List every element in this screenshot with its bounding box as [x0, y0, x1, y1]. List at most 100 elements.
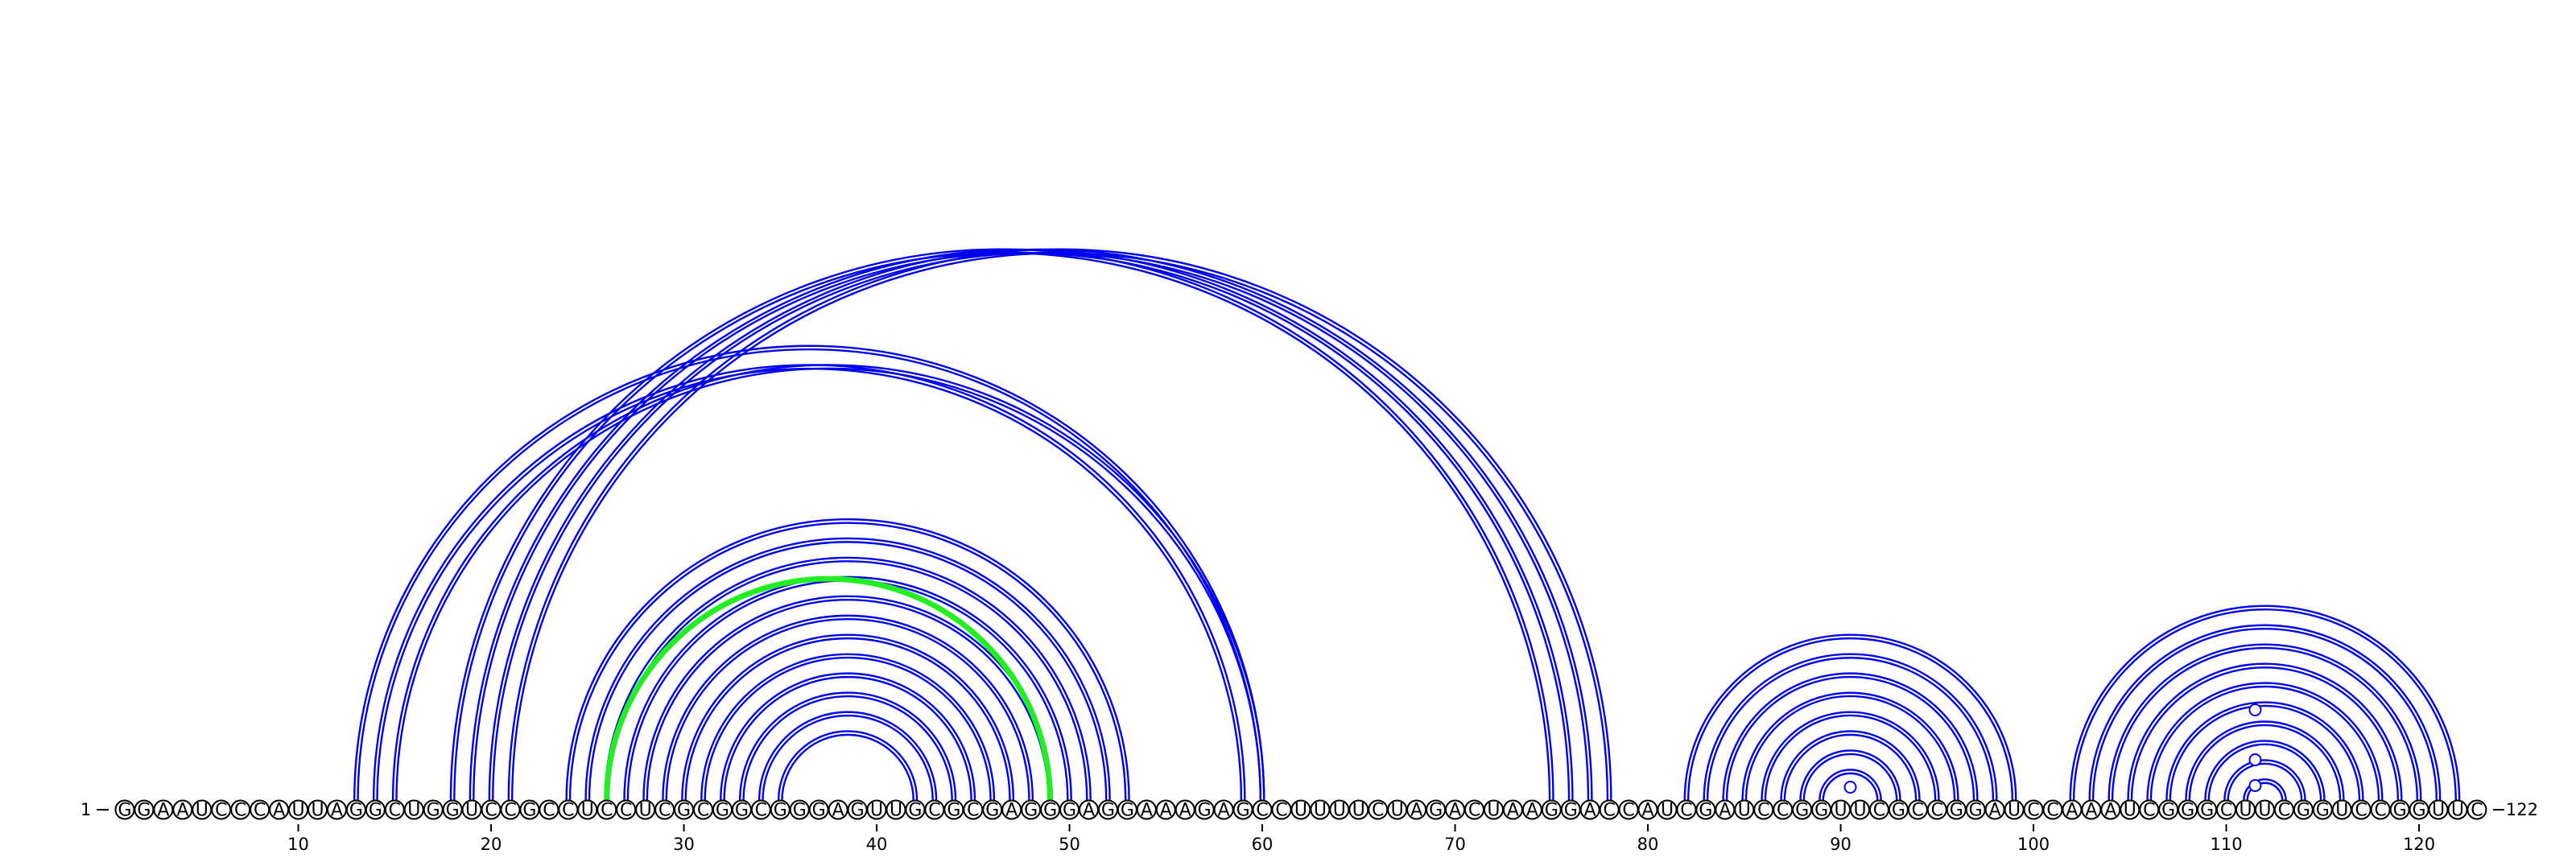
nucleotide-letter: G — [1950, 801, 1963, 821]
base-pair-arc — [588, 541, 1108, 801]
base-pair-arc — [1783, 733, 1918, 801]
nucleotide-letter: C — [620, 801, 632, 821]
nucleotide-letter: C — [2355, 801, 2368, 821]
loop-marker — [2248, 753, 2262, 766]
nucleotide: U — [2447, 799, 2468, 821]
loop-marker — [1843, 781, 1857, 794]
nucleotide: C — [1868, 799, 1889, 821]
nucleotide: A — [326, 799, 347, 821]
tick-label: 40 — [866, 835, 888, 854]
base-pair-arc — [1744, 695, 1956, 801]
base-pair-arc — [684, 637, 1011, 801]
base-pair-arc — [2207, 743, 2322, 801]
nucleotide: U — [866, 799, 887, 821]
nucleotide: G — [1811, 799, 1832, 821]
nucleotide-letter: C — [485, 801, 497, 821]
base-pair-arc — [2127, 662, 2403, 801]
nucleotide-letter: A — [1719, 801, 1731, 821]
nucleotide: C — [616, 799, 637, 821]
nucleotide-letter: G — [812, 801, 826, 821]
nucleotide-letter: G — [1564, 801, 1578, 821]
nucleotide-letter: A — [1005, 801, 1018, 821]
nucleotide: G — [2312, 799, 2333, 821]
nucleotide: G — [442, 799, 463, 821]
nucleotide-letter: G — [522, 801, 536, 821]
nucleotide-letter: U — [639, 801, 652, 821]
nucleotide: G — [423, 799, 444, 821]
nucleotide-letter: C — [1275, 801, 1287, 821]
nucleotide: G — [1059, 799, 1080, 821]
nucleotide: C — [2370, 799, 2391, 821]
base-pair-arc — [2146, 682, 2384, 801]
base-pair-arc — [700, 653, 996, 801]
nucleotide-letter: C — [389, 801, 401, 821]
nucleotide: A — [1984, 799, 2005, 821]
nucleotide-letter: G — [1121, 801, 1134, 821]
nucleotide-letter: U — [407, 801, 420, 821]
nucleotide-letter: G — [1545, 801, 1558, 821]
base-pair-arc — [665, 618, 1030, 801]
nucleotide: U — [403, 799, 424, 821]
tick-label: 20 — [481, 835, 502, 854]
nucleotide: C — [693, 799, 713, 821]
nucleotide: U — [1329, 799, 1350, 821]
nucleotide-letter: C — [2374, 801, 2386, 821]
nucleotide-letter: G — [908, 801, 922, 821]
nucleotide-letter: C — [504, 801, 516, 821]
nucleotide-letter: U — [1352, 801, 1365, 821]
nucleotide: C — [2467, 799, 2487, 821]
nucleotide: A — [1502, 799, 1523, 821]
base-pair-arc — [2111, 646, 2419, 801]
base-pair-arc — [1764, 714, 1937, 801]
nucleotide-letter: G — [793, 801, 807, 821]
tick-label: 10 — [287, 835, 309, 854]
nucleotide-letter: C — [1622, 801, 1634, 821]
nucleotide: U — [2004, 799, 2025, 821]
nucleotide: G — [134, 799, 155, 821]
nucleotide-letter: A — [832, 801, 844, 821]
nucleotide: A — [2100, 799, 2121, 821]
sequence-end-label: 122 — [2506, 800, 2538, 819]
nucleotide: G — [1117, 799, 1137, 821]
nucleotide: G — [808, 799, 829, 821]
nucleotide: A — [1213, 799, 1234, 821]
nucleotide-letter: G — [985, 801, 999, 821]
nucleotide: G — [1426, 799, 1447, 821]
nucleotide-letter: C — [254, 801, 266, 821]
nucleotide-letter: C — [697, 801, 709, 821]
nucleotide: G — [114, 799, 135, 821]
base-pair-arc — [488, 248, 1593, 801]
nucleotide: A — [1579, 799, 1600, 821]
base-pair-arc — [1683, 633, 2017, 801]
base-pair-arc — [1822, 772, 1879, 801]
nucleotide: U — [1387, 799, 1408, 821]
nucleotide: U — [1483, 799, 1504, 821]
tick: 40 — [866, 824, 888, 854]
nucleotide-letter: G — [2181, 801, 2194, 821]
nucleotide: A — [1637, 799, 1658, 821]
base-pair-arc — [1761, 711, 1940, 801]
tick: 60 — [1252, 824, 1273, 854]
tick: 70 — [1444, 824, 1466, 854]
nucleotide: C — [1907, 799, 1928, 821]
nucleotide-letter: C — [2471, 801, 2483, 821]
base-pair-arc — [492, 252, 1590, 801]
base-pair-arc — [2149, 685, 2380, 801]
nucleotide-letter: C — [1256, 801, 1268, 821]
nucleotide: U — [2120, 799, 2140, 821]
nucleotide-letter: C — [1931, 801, 1943, 821]
base-pair-arc — [1799, 749, 1901, 801]
base-pair-arc — [662, 614, 1034, 801]
nucleotide-letter: G — [2161, 801, 2175, 821]
nucleotide: G — [2197, 799, 2218, 821]
nucleotide: A — [2062, 799, 2083, 821]
nucleotide: C — [1753, 799, 1774, 821]
nucleotide: C — [1676, 799, 1697, 821]
nucleotide: G — [345, 799, 366, 821]
nucleotide-letter: C — [2143, 801, 2155, 821]
nucleotide-letter: G — [1101, 801, 1115, 821]
nucleotide-letter: C — [562, 801, 574, 821]
nucleotide-letter: U — [2239, 801, 2252, 821]
tick-label: 30 — [673, 835, 695, 854]
